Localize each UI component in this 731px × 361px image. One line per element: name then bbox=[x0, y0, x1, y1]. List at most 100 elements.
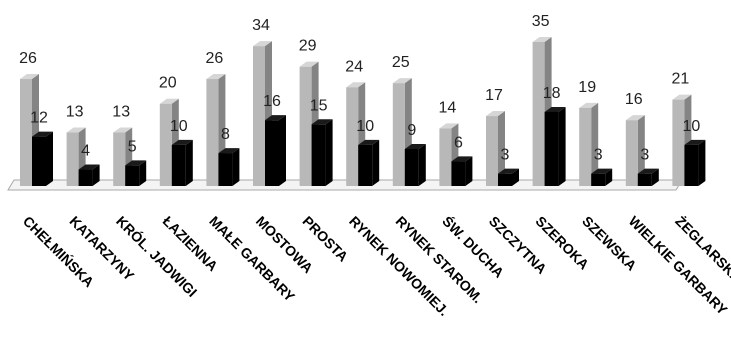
bar-black-13-top bbox=[637, 168, 659, 174]
bar-black-11 bbox=[544, 106, 566, 186]
bar-black-11-front bbox=[544, 111, 559, 186]
bar-black-12-top bbox=[591, 168, 613, 174]
data-label-black-12: 3 bbox=[594, 147, 603, 164]
bar-black-3 bbox=[171, 139, 193, 186]
bar-gray-14-front bbox=[672, 99, 685, 186]
data-label-gray-0: 26 bbox=[19, 50, 37, 67]
bar-black-2-front bbox=[125, 165, 140, 186]
bar-gray-10-front bbox=[486, 116, 498, 186]
bar-gray-1-front bbox=[66, 132, 79, 186]
bar-gray-11-top bbox=[532, 37, 552, 42]
bar-black-5-top bbox=[265, 115, 286, 121]
bar-gray-13-front bbox=[625, 120, 638, 186]
bar-gray-2-top bbox=[113, 127, 133, 133]
bar-black-10 bbox=[498, 168, 519, 186]
data-label-gray-6: 29 bbox=[299, 38, 317, 55]
bar-black-7-side bbox=[372, 139, 380, 186]
bar-gray-8-front bbox=[392, 83, 405, 186]
bar-gray-3-front bbox=[159, 103, 172, 186]
bar-black-5 bbox=[265, 115, 286, 186]
bar-black-6-top bbox=[311, 119, 333, 125]
data-label-black-6: 15 bbox=[310, 97, 328, 114]
bar-gray-12-side bbox=[591, 102, 599, 186]
bar-black-9-side bbox=[465, 156, 473, 186]
bar-gray-0-top bbox=[20, 74, 39, 80]
bar-black-3-front bbox=[171, 144, 186, 186]
data-label-gray-4: 26 bbox=[206, 50, 224, 67]
bar-black-14-side bbox=[698, 139, 706, 186]
bar-black-14-top bbox=[684, 139, 706, 145]
bar-gray-1-top bbox=[66, 127, 86, 133]
bar-gray-3-top bbox=[159, 98, 179, 104]
bar-black-13 bbox=[637, 168, 659, 186]
data-label-black-14: 10 bbox=[683, 118, 701, 135]
data-label-black-5: 16 bbox=[263, 93, 281, 110]
bar-black-7 bbox=[358, 139, 380, 186]
bar-gray-4-top bbox=[206, 74, 226, 80]
chart-bars bbox=[20, 37, 706, 186]
data-label-gray-2: 13 bbox=[112, 104, 130, 121]
data-labels: 26 12 13 4 13 5 20 10 26 8 34 16 29 15 24 10 25 9 14 6 17 3 35… bbox=[19, 13, 700, 164]
data-label-black-9: 6 bbox=[454, 134, 463, 151]
bar-black-13-side bbox=[651, 168, 659, 186]
bar-black-9 bbox=[451, 156, 473, 186]
bar-gray-13 bbox=[625, 115, 645, 186]
bar-gray-7-front bbox=[346, 87, 359, 186]
bar-gray-6-top bbox=[299, 61, 319, 67]
bar-gray-13-side bbox=[637, 115, 645, 186]
data-label-black-8: 9 bbox=[407, 122, 416, 139]
bar-black-2 bbox=[125, 160, 147, 186]
bar-black-0-top bbox=[32, 131, 53, 137]
data-label-black-3: 10 bbox=[170, 118, 188, 135]
data-label-gray-3: 20 bbox=[159, 75, 177, 92]
category-label-8: RYNEK STAROM. bbox=[393, 213, 486, 306]
bar-black-3-top bbox=[171, 139, 193, 145]
bar-black-4 bbox=[218, 148, 240, 186]
bar-black-1 bbox=[78, 164, 100, 186]
data-label-gray-13: 16 bbox=[625, 91, 643, 108]
data-label-gray-14: 21 bbox=[672, 71, 690, 88]
bar-black-8 bbox=[404, 143, 426, 186]
bar-black-14 bbox=[684, 139, 706, 186]
bar-gray-12 bbox=[579, 102, 599, 186]
bar-black-6-front bbox=[311, 124, 326, 186]
bar-gray-9-front bbox=[439, 128, 452, 186]
bar-black-12 bbox=[591, 168, 613, 186]
bar-gray-9-top bbox=[439, 123, 459, 129]
bar-black-6-side bbox=[325, 119, 333, 186]
category-label-4: MAŁE GARBARY bbox=[206, 213, 298, 305]
bar-gray-0-front bbox=[20, 79, 32, 186]
data-label-gray-9: 14 bbox=[439, 99, 457, 116]
bar-black-7-top bbox=[358, 139, 380, 145]
bar-black-12-front bbox=[591, 173, 606, 186]
bar-black-9-front bbox=[451, 161, 466, 186]
data-label-black-10: 3 bbox=[501, 147, 510, 164]
bar-black-14-front bbox=[684, 144, 699, 186]
data-label-black-4: 8 bbox=[221, 126, 230, 143]
data-label-gray-12: 19 bbox=[578, 79, 596, 96]
bar-gray-14-top bbox=[672, 94, 692, 100]
bar-black-4-top bbox=[218, 148, 240, 154]
bar-black-0-side bbox=[46, 131, 53, 186]
bar-black-12-side bbox=[605, 168, 613, 186]
data-label-black-7: 10 bbox=[356, 118, 374, 135]
data-label-black-11: 18 bbox=[543, 85, 561, 102]
bar-black-13-front bbox=[637, 173, 652, 186]
bar-gray-4-front bbox=[206, 79, 219, 186]
bar-black-1-front bbox=[78, 169, 93, 186]
bar-black-1-top bbox=[78, 164, 100, 170]
bar-black-2-top bbox=[125, 160, 147, 166]
bar-black-10-top bbox=[498, 168, 519, 174]
bar-black-10-side bbox=[512, 168, 519, 186]
data-label-gray-5: 34 bbox=[252, 17, 270, 34]
data-label-black-2: 5 bbox=[128, 138, 137, 155]
bar-black-2-side bbox=[139, 160, 147, 186]
bar-gray-8-top bbox=[392, 78, 412, 84]
bar-black-4-front bbox=[218, 153, 233, 186]
data-label-black-13: 3 bbox=[640, 147, 649, 164]
bar-gray-7-top bbox=[346, 82, 366, 88]
data-label-gray-8: 25 bbox=[392, 54, 410, 71]
data-label-gray-1: 13 bbox=[66, 104, 84, 121]
